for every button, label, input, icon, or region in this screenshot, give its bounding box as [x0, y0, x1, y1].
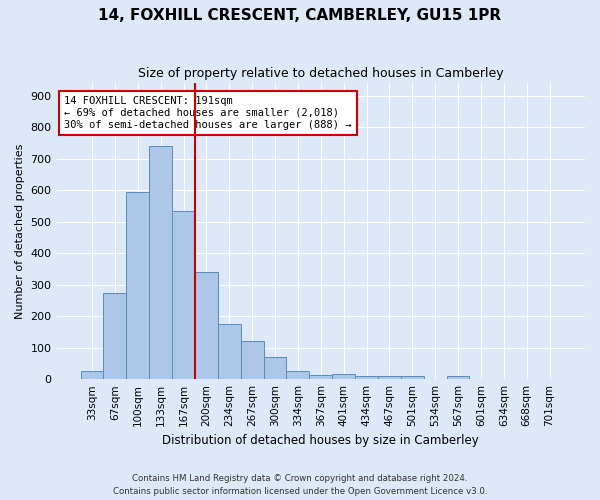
Text: Contains HM Land Registry data © Crown copyright and database right 2024.: Contains HM Land Registry data © Crown c… [132, 474, 468, 483]
Bar [263, 357, 286, 379]
Bar [446, 376, 469, 379]
Bar [241, 342, 263, 379]
Text: 14 FOXHILL CRESCENT: 191sqm
← 69% of detached houses are smaller (2,018)
30% of : 14 FOXHILL CRESCENT: 191sqm ← 69% of det… [64, 96, 352, 130]
Title: Size of property relative to detached houses in Camberley: Size of property relative to detached ho… [138, 68, 503, 80]
Bar [332, 374, 355, 379]
Text: 14, FOXHILL CRESCENT, CAMBERLEY, GU15 1PR: 14, FOXHILL CRESCENT, CAMBERLEY, GU15 1P… [98, 8, 502, 22]
Bar [286, 372, 310, 379]
Bar [378, 376, 401, 379]
Bar [80, 370, 103, 379]
Bar [127, 192, 149, 379]
Bar [355, 376, 378, 379]
Bar [195, 272, 218, 379]
Bar [310, 375, 332, 379]
Bar [218, 324, 241, 379]
X-axis label: Distribution of detached houses by size in Camberley: Distribution of detached houses by size … [163, 434, 479, 448]
Text: Contains public sector information licensed under the Open Government Licence v3: Contains public sector information licen… [113, 487, 487, 496]
Y-axis label: Number of detached properties: Number of detached properties [15, 144, 25, 319]
Bar [103, 292, 127, 379]
Bar [149, 146, 172, 379]
Bar [401, 376, 424, 379]
Bar [172, 210, 195, 379]
